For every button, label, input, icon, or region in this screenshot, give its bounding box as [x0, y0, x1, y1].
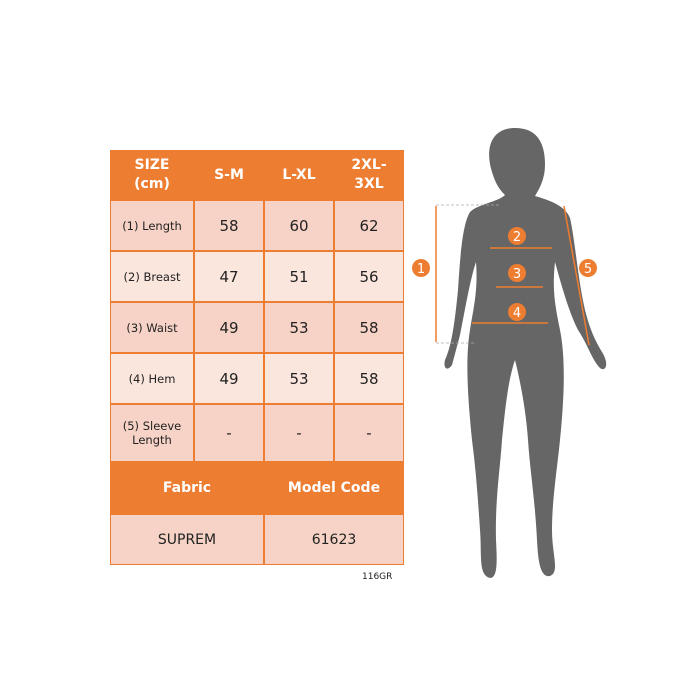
- header-row: SIZE (cm) S-M L-XL 2XL- 3XL: [110, 150, 404, 200]
- marker-1-icon: 1: [412, 259, 430, 277]
- row-label: (3) Waist: [110, 302, 194, 353]
- row-value: 51: [264, 251, 334, 302]
- marker-5-icon: 5: [579, 259, 597, 277]
- marker-number: 5: [584, 262, 592, 277]
- marker-number: 4: [513, 306, 521, 321]
- footer-value-row: SUPREM 61623: [110, 514, 404, 565]
- fabric-value: SUPREM: [110, 514, 264, 565]
- row-value: 60: [264, 200, 334, 251]
- row-value: 53: [264, 302, 334, 353]
- model-code-value: 61623: [264, 514, 404, 565]
- marker-4-icon: 4: [508, 303, 526, 321]
- row-label: (1) Length: [110, 200, 194, 251]
- product-code: 116GR: [362, 572, 393, 582]
- row-value: -: [264, 404, 334, 462]
- marker-number: 3: [513, 267, 521, 282]
- header-size: SIZE (cm): [110, 150, 194, 200]
- model-code-header: Model Code: [264, 462, 404, 514]
- table-row: (4) Hem 49 53 58: [110, 353, 404, 404]
- marker-number: 2: [513, 230, 521, 245]
- table-row: (3) Waist 49 53 58: [110, 302, 404, 353]
- header-2xl-3xl: 2XL- 3XL: [334, 150, 404, 200]
- row-label: (4) Hem: [110, 353, 194, 404]
- row-value: 58: [334, 353, 404, 404]
- row-value: 58: [194, 200, 264, 251]
- marker-3-icon: 3: [508, 264, 526, 282]
- measure-lines: [435, 204, 590, 346]
- row-value: 49: [194, 353, 264, 404]
- header-s-m: S-M: [194, 150, 264, 200]
- row-value: 62: [334, 200, 404, 251]
- size-table: SIZE (cm) S-M L-XL 2XL- 3XL (1) Length 58…: [110, 150, 404, 565]
- row-value: 47: [194, 251, 264, 302]
- row-value: 56: [334, 251, 404, 302]
- table-row: (2) Breast 47 51 56: [110, 251, 404, 302]
- marker-number: 1: [417, 262, 425, 277]
- header-l-xl: L-XL: [264, 150, 334, 200]
- table-row: (5) Sleeve Length - - -: [110, 404, 404, 462]
- row-value: 49: [194, 302, 264, 353]
- row-value: 53: [264, 353, 334, 404]
- fabric-header: Fabric: [110, 462, 264, 514]
- footer-header-row: Fabric Model Code: [110, 462, 404, 514]
- body-measurement-figure: 1 2 3 4 5: [412, 128, 607, 578]
- marker-2-icon: 2: [508, 227, 526, 245]
- row-value: 58: [334, 302, 404, 353]
- row-label: (5) Sleeve Length: [110, 404, 194, 462]
- silhouette: [444, 128, 607, 578]
- table-row: (1) Length 58 60 62: [110, 200, 404, 251]
- row-value: -: [334, 404, 404, 462]
- row-value: -: [194, 404, 264, 462]
- row-label: (2) Breast: [110, 251, 194, 302]
